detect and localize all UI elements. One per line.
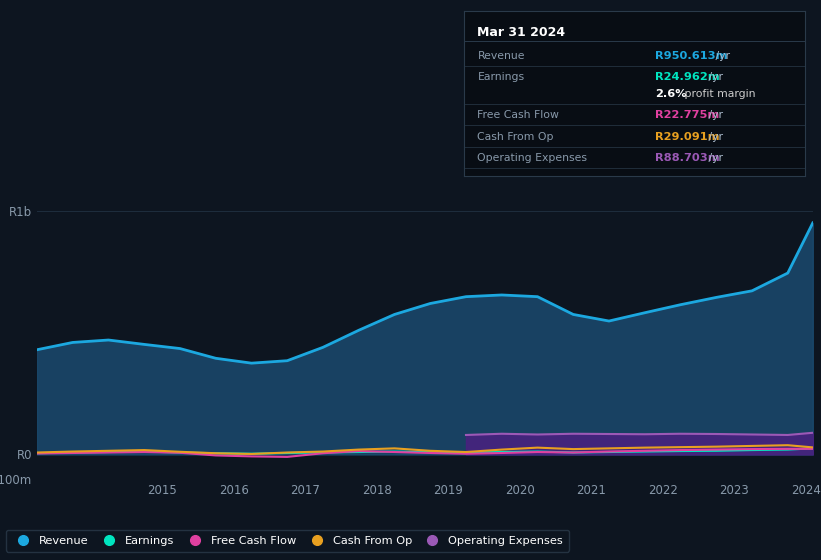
Text: profit margin: profit margin (681, 89, 755, 99)
Text: Revenue: Revenue (478, 51, 525, 61)
Text: R29.091m: R29.091m (654, 132, 719, 142)
Text: Cash From Op: Cash From Op (478, 132, 554, 142)
Text: Operating Expenses: Operating Expenses (478, 153, 588, 163)
Text: R22.775m: R22.775m (654, 110, 719, 120)
Text: 2.6%: 2.6% (654, 89, 686, 99)
Text: R24.962m: R24.962m (654, 72, 719, 82)
Text: /yr: /yr (705, 132, 723, 142)
Text: /yr: /yr (705, 110, 723, 120)
Text: /yr: /yr (705, 153, 723, 163)
Text: /yr: /yr (712, 51, 730, 61)
Legend: Revenue, Earnings, Free Cash Flow, Cash From Op, Operating Expenses: Revenue, Earnings, Free Cash Flow, Cash … (6, 530, 569, 552)
Text: Free Cash Flow: Free Cash Flow (478, 110, 559, 120)
Text: R950.613m: R950.613m (654, 51, 727, 61)
Text: R88.703m: R88.703m (654, 153, 719, 163)
Text: Earnings: Earnings (478, 72, 525, 82)
Text: Mar 31 2024: Mar 31 2024 (478, 26, 566, 39)
Text: /yr: /yr (705, 72, 723, 82)
